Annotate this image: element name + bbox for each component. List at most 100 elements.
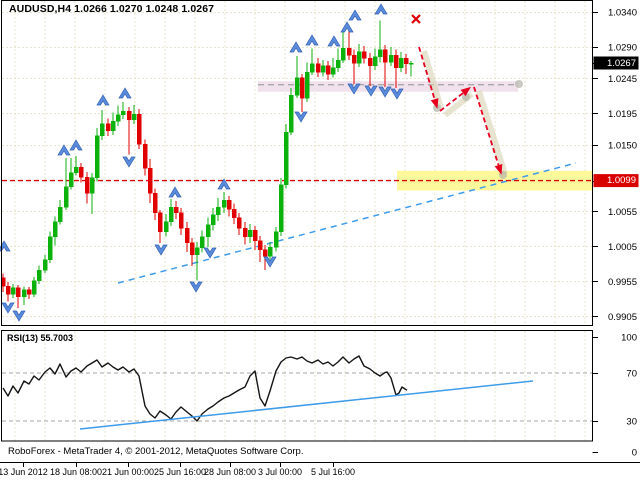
fractal-down-icon (347, 83, 361, 95)
svg-text:25 Jun 16:00: 25 Jun 16:00 (154, 467, 206, 477)
candle (267, 246, 273, 257)
candle (408, 62, 414, 65)
candle (367, 57, 373, 67)
svg-text:1.0150: 1.0150 (608, 140, 637, 151)
chart-title: AUDUSD,H4 1.0266 1.0270 1.0248 1.0267 (9, 3, 215, 15)
candle (325, 65, 331, 75)
candle (340, 48, 346, 61)
candle (330, 67, 336, 75)
resistance-band (258, 81, 518, 92)
svg-text:5 Jul 16:00: 5 Jul 16:00 (311, 467, 355, 477)
candle (398, 57, 404, 69)
fractal-down-icon (154, 244, 168, 256)
candle (221, 199, 227, 208)
candle (242, 227, 248, 237)
x-marker-icon (411, 14, 421, 24)
fractal-up-icon (327, 35, 341, 47)
candlestick-series (0, 20, 414, 308)
svg-text:28 Jun 08:00: 28 Jun 08:00 (204, 467, 256, 477)
candle (57, 206, 63, 223)
candle (262, 249, 268, 257)
current-price-tag-bg (593, 56, 639, 70)
candle (315, 63, 321, 73)
candle (168, 206, 174, 223)
candle (68, 172, 74, 188)
candle (403, 57, 409, 64)
candle (273, 231, 279, 248)
candle (215, 206, 221, 216)
candle (199, 236, 205, 249)
candle (73, 167, 79, 174)
fractal-up-icon (348, 9, 362, 21)
candle (63, 186, 69, 208)
candle (351, 55, 357, 64)
candle (299, 77, 305, 99)
fractal-down-icon (203, 247, 217, 259)
candle (393, 55, 399, 69)
candle (115, 114, 121, 122)
candle (178, 212, 184, 229)
arrowhead-icon (494, 164, 503, 175)
candle (120, 111, 126, 116)
fractal-up-icon (217, 178, 231, 190)
candle (126, 111, 132, 120)
fractal-up-icon (69, 139, 83, 151)
svg-text:0: 0 (632, 448, 637, 459)
candle (226, 199, 232, 210)
svg-text:18 Jun 08:00: 18 Jun 08:00 (50, 467, 102, 477)
candle (388, 55, 394, 63)
candle (78, 167, 84, 178)
svg-text:1.0005: 1.0005 (608, 242, 637, 253)
candle (26, 289, 32, 295)
fractal-up-icon (118, 87, 132, 99)
candle (31, 280, 37, 295)
candle (184, 227, 190, 244)
candle (236, 217, 242, 229)
candle (304, 71, 310, 99)
svg-text:100: 100 (621, 333, 637, 344)
ascending-trendline (117, 162, 577, 284)
candle (320, 65, 326, 73)
candle (89, 177, 95, 194)
candle (15, 287, 21, 298)
fractal-down-icon (263, 256, 277, 268)
fractal-down-icon (364, 85, 378, 97)
candle (288, 94, 294, 133)
fractal-down-icon (122, 156, 136, 168)
svg-text:1.0195: 1.0195 (608, 109, 637, 120)
fractal-down-icon (1, 302, 15, 314)
candle (356, 51, 362, 64)
fractal-up-icon (305, 34, 319, 46)
fractal-up-icon (168, 186, 182, 198)
svg-text:1.0340: 1.0340 (608, 7, 637, 18)
projection-arrows (418, 46, 523, 179)
pane-borders (0, 0, 640, 463)
target-level-tag: 1.0099 (606, 175, 636, 187)
rsi-level-lines (2, 372, 592, 422)
candle (42, 259, 48, 271)
candle (247, 230, 253, 237)
candle (21, 289, 27, 298)
candle (157, 212, 163, 232)
fractal-down-icon (189, 281, 203, 293)
fractal-down-icon (294, 111, 308, 123)
candle (94, 135, 100, 179)
fractal-down-icon (390, 88, 404, 100)
candle (142, 143, 148, 169)
candle (377, 49, 383, 57)
svg-text:0.9905: 0.9905 (608, 312, 637, 323)
candle (189, 242, 195, 256)
svg-text:1.0290: 1.0290 (608, 42, 637, 53)
candle (136, 113, 142, 145)
shadow-blob (462, 93, 470, 101)
fractal-up-icon (374, 3, 388, 15)
candle (283, 132, 289, 186)
fractal-down-icon (12, 310, 26, 322)
candle (173, 206, 179, 214)
candle (110, 120, 116, 132)
candle (194, 247, 200, 256)
candle (47, 236, 53, 260)
candle (335, 59, 341, 69)
